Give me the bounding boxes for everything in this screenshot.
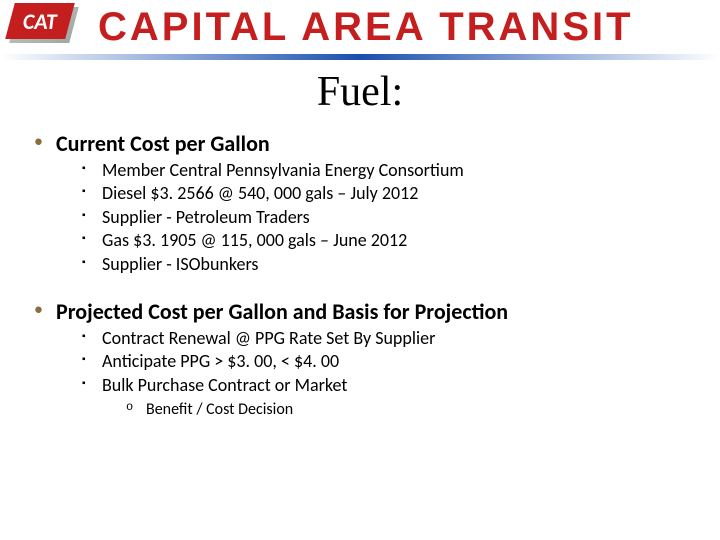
sub-list: Member Central Pennsylvania Energy Conso…	[56, 159, 692, 276]
list-item: Supplier - Petroleum Traders	[82, 206, 692, 229]
brand-title: CAPITAL AREA TRANSIT	[98, 5, 634, 50]
list-item: Member Central Pennsylvania Energy Conso…	[82, 159, 692, 182]
list-item: Contract Renewal @ PPG Rate Set By Suppl…	[82, 327, 692, 350]
list-item: Benefit / Cost Decision	[126, 399, 692, 421]
subsub-list: Benefit / Cost Decision	[102, 399, 692, 421]
list-item: Bulk Purchase Contract or Market Benefit…	[82, 374, 692, 422]
spacer	[28, 280, 692, 298]
slide-title: Fuel:	[0, 68, 720, 116]
sub-list: Contract Renewal @ PPG Rate Set By Suppl…	[56, 327, 692, 422]
header: CAT CAPITAL AREA TRANSIT	[0, 0, 720, 54]
cat-logo: CAT	[10, 3, 90, 51]
main-list: Current Cost per Gallon Member Central P…	[28, 130, 692, 422]
gradient-divider	[0, 54, 720, 60]
section-label: Projected Cost per Gallon and Basis for …	[56, 298, 692, 325]
slide-content: Current Cost per Gallon Member Central P…	[0, 116, 720, 422]
list-item: Diesel $3. 2566 @ 540, 000 gals – July 2…	[82, 182, 692, 205]
list-item: Supplier - ISObunkers	[82, 253, 692, 276]
list-item: Gas $3. 1905 @ 115, 000 gals – June 2012	[82, 229, 692, 252]
logo-text: CAT	[23, 8, 57, 35]
section-label: Current Cost per Gallon	[56, 130, 692, 157]
list-item: Anticipate PPG > $3. 00, < $4. 00	[82, 350, 692, 373]
section-current-cost: Current Cost per Gallon Member Central P…	[28, 130, 692, 276]
section-projected-cost: Projected Cost per Gallon and Basis for …	[28, 298, 692, 422]
